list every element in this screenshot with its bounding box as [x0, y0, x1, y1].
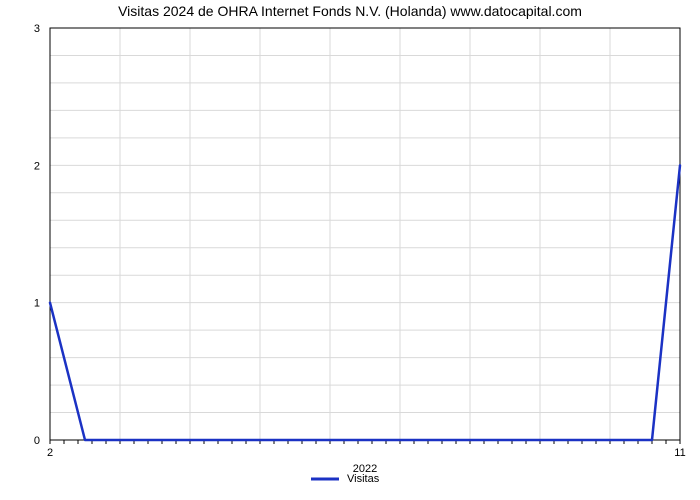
chart-background — [0, 0, 700, 500]
chart-title: Visitas 2024 de OHRA Internet Fonds N.V.… — [118, 3, 582, 19]
y-tick-label: 3 — [34, 23, 40, 35]
y-tick-label: 2 — [34, 160, 40, 172]
chart-container: Visitas 2024 de OHRA Internet Fonds N.V.… — [0, 0, 700, 500]
y-tick-label: 1 — [34, 298, 40, 310]
y-tick-label: 0 — [34, 435, 40, 447]
line-chart: Visitas 2024 de OHRA Internet Fonds N.V.… — [0, 0, 700, 500]
x-tick-label: 2 — [47, 447, 53, 459]
legend-label: Visitas — [347, 473, 380, 485]
legend-swatch — [311, 478, 339, 481]
x-tick-label: 11 — [674, 447, 685, 459]
